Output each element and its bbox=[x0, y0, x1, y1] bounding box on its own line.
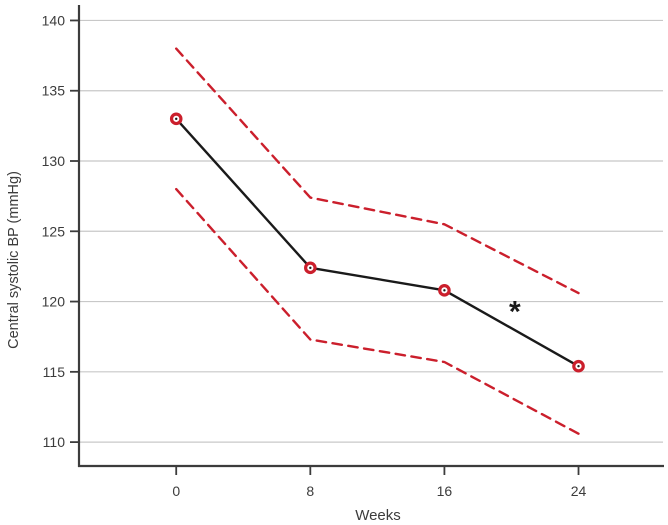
annotations-layer: * bbox=[509, 296, 521, 329]
y-tick-label: 115 bbox=[43, 364, 66, 380]
x-tick-label: 8 bbox=[306, 483, 314, 499]
data-point-center-dot bbox=[309, 266, 312, 270]
data-point-center-dot bbox=[175, 117, 178, 121]
axes-layer: 110 115 120 125 130 135 140 0 8 16 24 bbox=[42, 5, 664, 499]
y-tick-label: 130 bbox=[42, 153, 66, 169]
y-tick-label: 125 bbox=[42, 223, 66, 239]
x-tick-label: 24 bbox=[571, 483, 587, 499]
x-tick-label: 0 bbox=[172, 483, 180, 499]
y-axis-label: Central systolic BP (mmHg) bbox=[6, 171, 22, 349]
y-tick-label: 120 bbox=[42, 294, 66, 310]
x-tick-label: 16 bbox=[437, 483, 453, 499]
mean-central-systolic-bp-line bbox=[175, 117, 580, 368]
data-point-center-dot bbox=[577, 365, 580, 368]
significance-asterisk: * bbox=[509, 296, 521, 329]
upper-dashed-bound-line bbox=[175, 47, 580, 295]
x-axis-label: Weeks bbox=[355, 507, 401, 524]
gridlines-layer bbox=[80, 19, 663, 443]
data-point-center-dot bbox=[443, 289, 446, 292]
y-tick-label: 135 bbox=[42, 83, 66, 99]
y-tick-label: 110 bbox=[43, 434, 66, 450]
series-layer bbox=[169, 47, 585, 435]
lower-dashed-bound-line bbox=[175, 187, 580, 435]
y-tick-label: 140 bbox=[42, 12, 66, 28]
